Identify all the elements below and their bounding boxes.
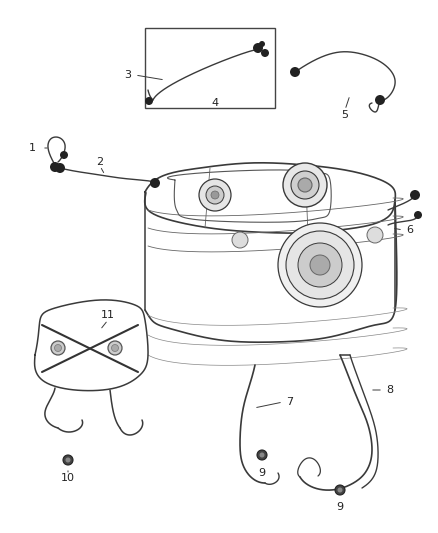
Circle shape xyxy=(108,341,122,355)
Circle shape xyxy=(298,178,312,192)
Circle shape xyxy=(63,455,73,465)
Text: 3: 3 xyxy=(124,70,131,80)
Circle shape xyxy=(55,163,65,173)
Circle shape xyxy=(410,190,420,200)
Text: 8: 8 xyxy=(386,385,394,395)
Text: 1: 1 xyxy=(28,143,35,153)
Circle shape xyxy=(257,450,267,460)
Circle shape xyxy=(291,171,319,199)
Circle shape xyxy=(150,178,160,188)
Circle shape xyxy=(259,41,265,47)
Circle shape xyxy=(51,341,65,355)
Circle shape xyxy=(375,95,385,105)
Circle shape xyxy=(206,186,224,204)
Text: 9: 9 xyxy=(258,468,265,478)
Text: 10: 10 xyxy=(61,473,75,483)
Circle shape xyxy=(283,163,327,207)
Circle shape xyxy=(50,162,60,172)
Circle shape xyxy=(261,49,269,57)
Text: 7: 7 xyxy=(286,397,293,407)
Circle shape xyxy=(199,179,231,211)
Text: 11: 11 xyxy=(101,310,115,320)
Bar xyxy=(145,28,275,108)
Circle shape xyxy=(60,151,68,159)
Text: 2: 2 xyxy=(96,157,103,167)
Text: 6: 6 xyxy=(406,225,413,235)
Circle shape xyxy=(278,223,362,307)
Circle shape xyxy=(338,488,343,492)
Circle shape xyxy=(290,67,300,77)
Circle shape xyxy=(211,191,219,199)
Text: 9: 9 xyxy=(336,502,343,512)
Circle shape xyxy=(253,43,263,53)
Circle shape xyxy=(414,211,422,219)
Circle shape xyxy=(335,485,345,495)
Circle shape xyxy=(259,453,265,457)
Circle shape xyxy=(310,255,330,275)
Circle shape xyxy=(112,344,119,351)
Circle shape xyxy=(66,457,71,463)
Circle shape xyxy=(145,97,153,105)
Circle shape xyxy=(54,344,61,351)
Circle shape xyxy=(367,227,383,243)
Circle shape xyxy=(298,243,342,287)
Text: 4: 4 xyxy=(212,98,219,108)
Circle shape xyxy=(232,232,248,248)
Circle shape xyxy=(286,231,354,299)
Text: 5: 5 xyxy=(342,110,349,120)
